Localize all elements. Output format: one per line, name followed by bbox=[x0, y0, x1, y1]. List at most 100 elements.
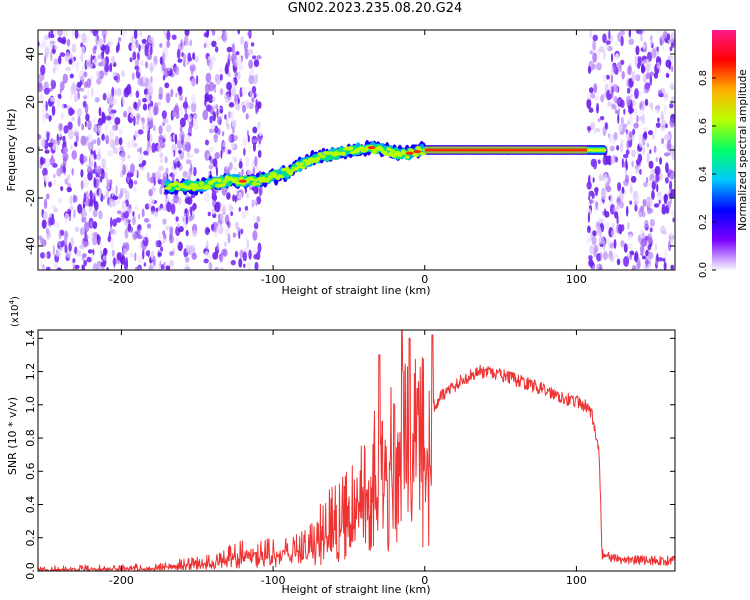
noise-speckle bbox=[135, 167, 138, 178]
trace-blob bbox=[413, 152, 419, 158]
noise-speckle bbox=[188, 153, 194, 159]
trace-peak bbox=[413, 150, 422, 154]
noise-speckle bbox=[667, 189, 671, 194]
noise-speckle bbox=[642, 198, 647, 207]
noise-speckle bbox=[147, 141, 151, 148]
noise-speckle bbox=[225, 163, 229, 170]
noise-speckle bbox=[190, 68, 194, 76]
noise-speckle bbox=[98, 53, 102, 60]
snr-frame bbox=[37, 329, 676, 572]
noise-speckle bbox=[591, 235, 597, 246]
noise-speckle bbox=[640, 105, 645, 111]
noise-speckle bbox=[234, 195, 237, 203]
noise-speckle bbox=[184, 30, 190, 37]
noise-speckle bbox=[46, 131, 50, 142]
noise-speckle bbox=[105, 134, 110, 145]
noise-speckle bbox=[661, 114, 665, 121]
noise-speckle bbox=[141, 38, 147, 45]
noise-speckle bbox=[108, 231, 111, 242]
noise-speckle bbox=[131, 137, 135, 144]
noise-speckle bbox=[632, 128, 636, 136]
noise-speckle bbox=[643, 127, 649, 132]
noise-speckle bbox=[647, 233, 653, 245]
noise-speckle bbox=[609, 204, 616, 215]
noise-speckle bbox=[597, 159, 601, 165]
noise-speckle bbox=[589, 30, 592, 39]
noise-speckle bbox=[44, 178, 49, 183]
noise-speckle bbox=[657, 191, 662, 196]
noise-speckle bbox=[244, 205, 249, 211]
noise-speckle bbox=[126, 83, 132, 95]
noise-speckle bbox=[141, 248, 145, 260]
noise-speckle bbox=[58, 129, 63, 138]
noise-speckle bbox=[87, 249, 93, 254]
noise-speckle bbox=[654, 165, 661, 176]
noise-speckle bbox=[46, 193, 50, 200]
noise-speckle bbox=[214, 125, 219, 134]
noise-speckle bbox=[589, 199, 593, 205]
noise-speckle bbox=[157, 251, 163, 257]
noise-speckle bbox=[38, 83, 43, 93]
trace-blob bbox=[601, 148, 607, 152]
noise-speckle bbox=[621, 71, 625, 80]
noise-speckle bbox=[664, 247, 668, 259]
noise-speckle bbox=[658, 199, 661, 205]
noise-speckle bbox=[77, 203, 83, 214]
noise-speckle bbox=[143, 150, 149, 156]
noise-speckle bbox=[228, 134, 232, 143]
noise-speckle bbox=[672, 149, 675, 159]
noise-speckle bbox=[656, 61, 661, 70]
noise-speckle bbox=[130, 42, 137, 52]
noise-speckle bbox=[203, 258, 209, 264]
noise-speckle bbox=[80, 135, 87, 146]
noise-speckle bbox=[39, 93, 45, 104]
noise-speckle bbox=[237, 98, 240, 104]
noise-speckle bbox=[165, 167, 169, 176]
noise-speckle bbox=[227, 221, 231, 229]
noise-speckle bbox=[144, 43, 150, 51]
noise-speckle bbox=[602, 74, 607, 83]
noise-speckle bbox=[170, 203, 176, 215]
noise-speckle bbox=[50, 79, 54, 88]
noise-speckle bbox=[649, 149, 652, 154]
noise-speckle bbox=[586, 237, 591, 244]
noise-speckle bbox=[242, 136, 248, 146]
noise-speckle bbox=[192, 203, 195, 212]
noise-speckle bbox=[227, 233, 231, 244]
colorbar-gradient bbox=[712, 30, 736, 270]
noise-speckle bbox=[170, 88, 174, 98]
noise-speckle bbox=[670, 238, 674, 246]
noise-speckle bbox=[175, 216, 179, 222]
noise-speckle bbox=[205, 72, 212, 83]
noise-speckle bbox=[159, 203, 164, 209]
noise-speckle bbox=[613, 104, 617, 111]
noise-speckle bbox=[190, 163, 193, 173]
noise-speckle bbox=[612, 223, 615, 228]
noise-speckle bbox=[134, 252, 137, 262]
noise-speckle bbox=[234, 250, 239, 258]
noise-speckle bbox=[147, 171, 150, 182]
noise-speckle bbox=[669, 118, 675, 128]
noise-speckle bbox=[252, 230, 258, 241]
noise-speckle bbox=[192, 229, 198, 237]
x-tick-label: -200 bbox=[109, 574, 134, 587]
noise-speckle bbox=[616, 62, 621, 70]
noise-speckle bbox=[219, 73, 223, 81]
noise-speckle bbox=[620, 35, 624, 47]
noise-speckle bbox=[65, 66, 71, 72]
noise-speckle bbox=[171, 34, 177, 40]
noise-speckle bbox=[118, 128, 124, 136]
noise-speckle bbox=[159, 142, 166, 149]
noise-speckle bbox=[188, 121, 194, 129]
noise-speckle bbox=[651, 47, 657, 59]
noise-speckle bbox=[133, 180, 138, 185]
noise-speckle bbox=[162, 52, 166, 63]
trace-blob bbox=[255, 182, 261, 186]
noise-speckle bbox=[639, 168, 642, 175]
noise-speckle bbox=[182, 101, 189, 109]
noise-speckle bbox=[219, 253, 224, 263]
noise-speckle bbox=[38, 134, 42, 140]
noise-speckle bbox=[79, 227, 85, 236]
noise-speckle bbox=[192, 52, 196, 61]
noise-speckle bbox=[626, 139, 630, 150]
